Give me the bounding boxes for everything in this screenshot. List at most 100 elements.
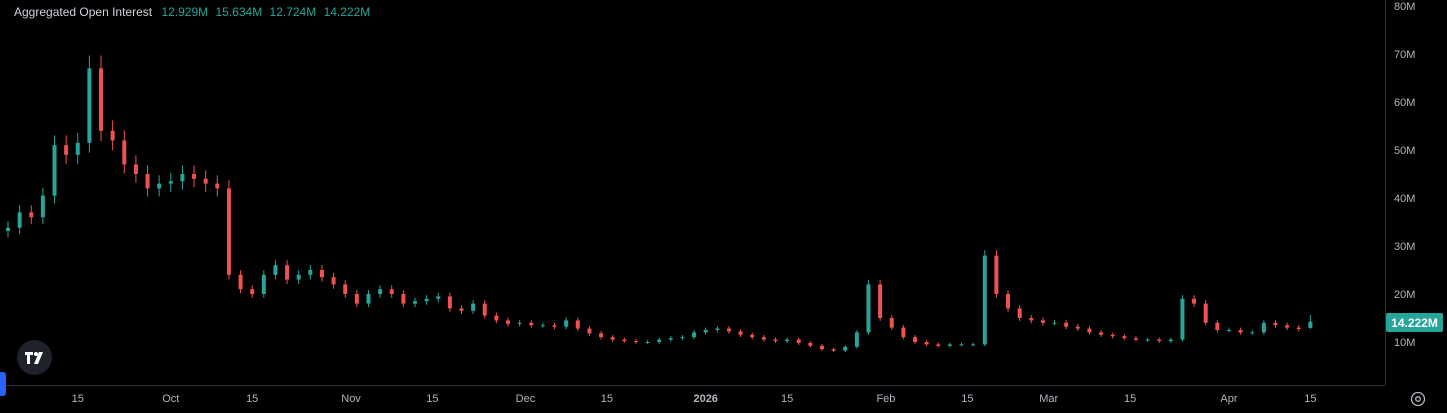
candle [226,180,231,280]
candle [878,280,883,321]
candle [296,270,301,285]
candle [308,265,313,280]
candle [1296,325,1301,332]
x-tick-label: 2026 [693,393,717,405]
candle [819,344,824,351]
candle [192,165,197,188]
candle [1087,326,1092,335]
candle [936,342,941,348]
candle [1110,332,1115,339]
candle [773,337,778,343]
gear-icon[interactable] [1409,390,1427,408]
candle [1250,330,1255,335]
candle [273,260,278,280]
candle [1168,337,1173,343]
candle [401,290,406,308]
candle [1192,295,1197,308]
candle [1099,330,1104,338]
x-tick-label: Mar [1039,393,1058,405]
candle [459,305,464,314]
x-tick-label: 15 [781,393,793,405]
candle [366,290,371,308]
x-tick-label: Dec [516,393,536,405]
candle [540,322,545,328]
candle [261,270,266,298]
y-tick-label: 80M [1394,1,1415,13]
y-tick-label: 70M [1394,49,1415,61]
candle [564,317,569,330]
legend-high: 15.634M [215,5,263,19]
x-tick-label: Nov [341,393,361,405]
candle [552,322,557,330]
candle [785,337,790,343]
candle [87,55,92,153]
candle [959,342,964,347]
tradingview-logo-icon[interactable] [17,340,52,375]
candle [1029,315,1034,324]
candle [599,331,604,340]
candle [180,165,185,190]
legend-open: 12.929M [161,5,209,19]
candle [1261,320,1266,335]
candle [1157,337,1162,343]
y-tick-label: 20M [1394,289,1415,301]
candle [29,205,34,225]
x-tick-label: Oct [162,393,179,405]
x-tick-label: 15 [72,393,84,405]
candle [52,135,57,204]
price-axis[interactable]: 10M 20M 30M 40M 50M 60M 70M 80M [1394,1,1415,349]
candle [1040,317,1045,326]
candle [354,290,359,308]
candle [808,341,813,348]
candle [1285,322,1290,331]
candle [843,345,848,353]
candle [203,170,208,192]
x-tick-label: 15 [1124,393,1136,405]
candle [761,335,766,342]
candle [668,336,673,342]
scroll-left-handle[interactable] [0,372,6,396]
candle [703,327,708,335]
candle [168,172,173,192]
candle [17,205,22,235]
last-value-label: 14.222M [1386,313,1443,332]
y-tick-label: 10M [1394,337,1415,349]
candle [1122,334,1127,341]
candle [238,270,243,294]
candle [866,280,871,335]
candle [1226,327,1231,333]
candle [1215,320,1220,333]
candle [1203,300,1208,326]
y-tick-label: 40M [1394,193,1415,205]
legend-title: Aggregated Open Interest [14,5,153,19]
y-tick-label: 50M [1394,145,1415,157]
candle [436,292,441,303]
candle [575,317,580,332]
candle [250,285,255,298]
candle [215,175,220,197]
time-axis[interactable]: 15 Oct 15 Nov 15 Dec 15 2026 15 Feb 15 Mar 15 Apr 15 [72,393,1317,405]
candle [587,326,592,336]
candle [447,292,452,312]
candle [971,342,976,347]
x-tick-label: Apr [1220,393,1237,405]
candle [285,260,290,285]
candle [157,175,162,197]
candle [1017,305,1022,321]
candle [1145,337,1150,342]
candle [1238,327,1243,335]
candle [1075,324,1080,332]
candle [494,312,499,324]
x-tick-label: 15 [961,393,973,405]
x-tick-label: 15 [246,393,258,405]
candle [750,332,755,340]
candle [947,342,952,348]
candle [901,325,906,340]
candle [319,265,324,282]
candle [424,295,429,305]
candle [796,337,801,345]
candle [726,326,731,334]
candle [889,315,894,331]
candles [6,55,1313,353]
